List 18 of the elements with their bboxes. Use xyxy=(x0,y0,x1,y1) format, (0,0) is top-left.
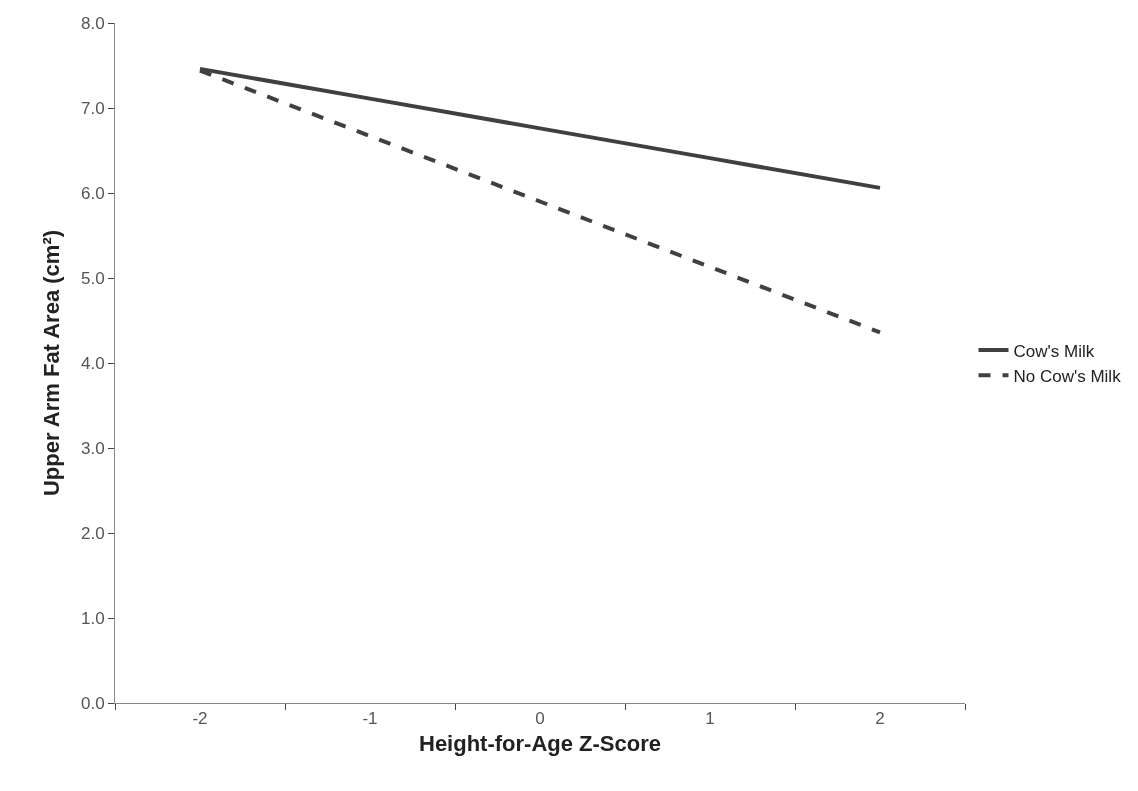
y-tick-label: 6.0 xyxy=(80,183,105,203)
legend-label: No Cow's Milk xyxy=(1013,366,1122,386)
y-tick-label: 5.0 xyxy=(80,268,105,288)
y-tick-label: 0.0 xyxy=(80,693,105,713)
y-tick-label: 7.0 xyxy=(80,98,105,118)
y-tick-label: 8.0 xyxy=(80,13,105,33)
x-tick-label: -2 xyxy=(192,709,208,729)
x-tick-label: 0 xyxy=(535,709,545,729)
y-tick-label: 3.0 xyxy=(80,438,105,458)
y-tick-label: 4.0 xyxy=(80,353,105,373)
x-tick-label: 1 xyxy=(705,709,715,729)
x-tick-label: -1 xyxy=(362,709,378,729)
y-tick-label: 1.0 xyxy=(80,608,105,628)
y-tick-label: 2.0 xyxy=(80,523,105,543)
x-axis-title: Height-for-Age Z-Score xyxy=(419,731,661,757)
legend-label: Cow's Milk xyxy=(1013,341,1095,361)
y-axis-title: Upper Arm Fat Area (cm²) xyxy=(38,229,64,497)
x-tick-label: 2 xyxy=(875,709,885,729)
